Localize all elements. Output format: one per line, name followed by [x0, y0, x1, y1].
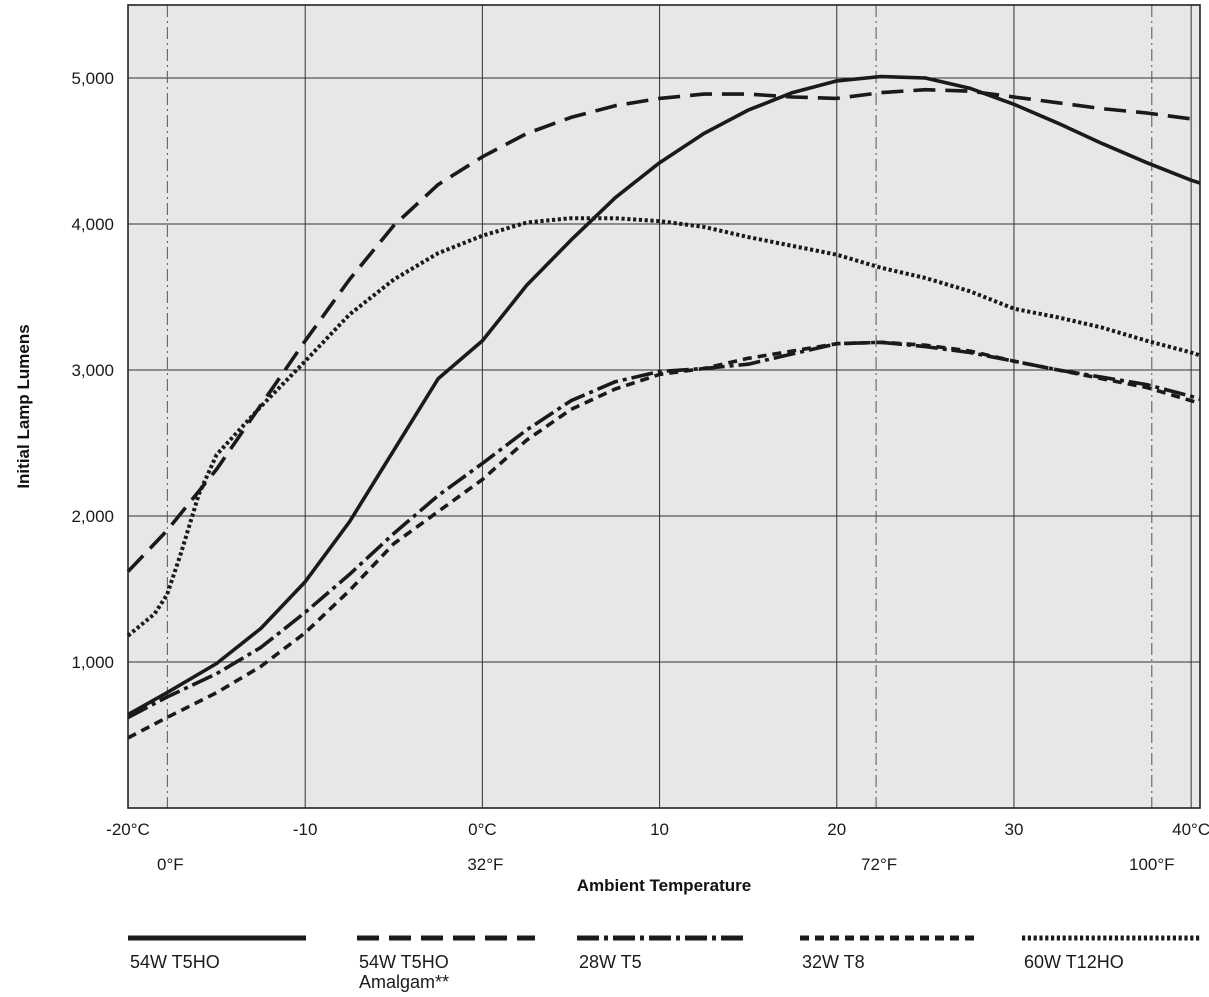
- x-tick-label: 40°C: [1172, 820, 1209, 839]
- grid-lines: [128, 5, 1200, 808]
- x-tick-label: -20°C: [106, 820, 150, 839]
- x-tick-label: 0°C: [468, 820, 497, 839]
- y-tick-label: 1,000: [71, 653, 114, 672]
- x-tick-label: 20: [827, 820, 846, 839]
- fahrenheit-tick-label: 0°F: [157, 855, 184, 874]
- series-lines: [126, 74, 1201, 740]
- series-line: [127, 340, 1201, 740]
- tick-labels: 1,000 2,000 3,000 4,000 5,000 -20°C -10 0°C 10 20…: [71, 69, 1209, 874]
- y-tick-label: 3,000: [71, 361, 114, 380]
- series-line: [126, 216, 1201, 638]
- plot-frame: [127, 4, 1201, 809]
- legend-label: 32W T8: [802, 952, 865, 972]
- plot-background: [128, 5, 1200, 808]
- fahrenheit-tick-label: 32°F: [467, 855, 503, 874]
- x-tick-label: 30: [1004, 820, 1023, 839]
- legend-label-line2: Amalgam**: [359, 972, 449, 992]
- x-tick-label: 10: [650, 820, 669, 839]
- legend-label: 54W T5HO: [130, 952, 220, 972]
- series-line: [127, 74, 1201, 717]
- y-tick-label: 2,000: [71, 507, 114, 526]
- legend-label: 28W T5: [579, 952, 642, 972]
- y-tick-label: 4,000: [71, 215, 114, 234]
- y-tick-label: 5,000: [71, 69, 114, 88]
- x-tick-label: -10: [293, 820, 318, 839]
- series-line: [126, 87, 1201, 573]
- legend-label: 54W T5HO: [359, 952, 449, 972]
- fahrenheit-tick-label: 100°F: [1129, 855, 1175, 874]
- legend-label: 60W T12HO: [1024, 952, 1124, 972]
- x-axis-title: Ambient Temperature: [577, 876, 751, 895]
- series-line: [127, 340, 1201, 720]
- fahrenheit-tick-label: 72°F: [861, 855, 897, 874]
- y-axis-title: Initial Lamp Lumens: [14, 324, 33, 488]
